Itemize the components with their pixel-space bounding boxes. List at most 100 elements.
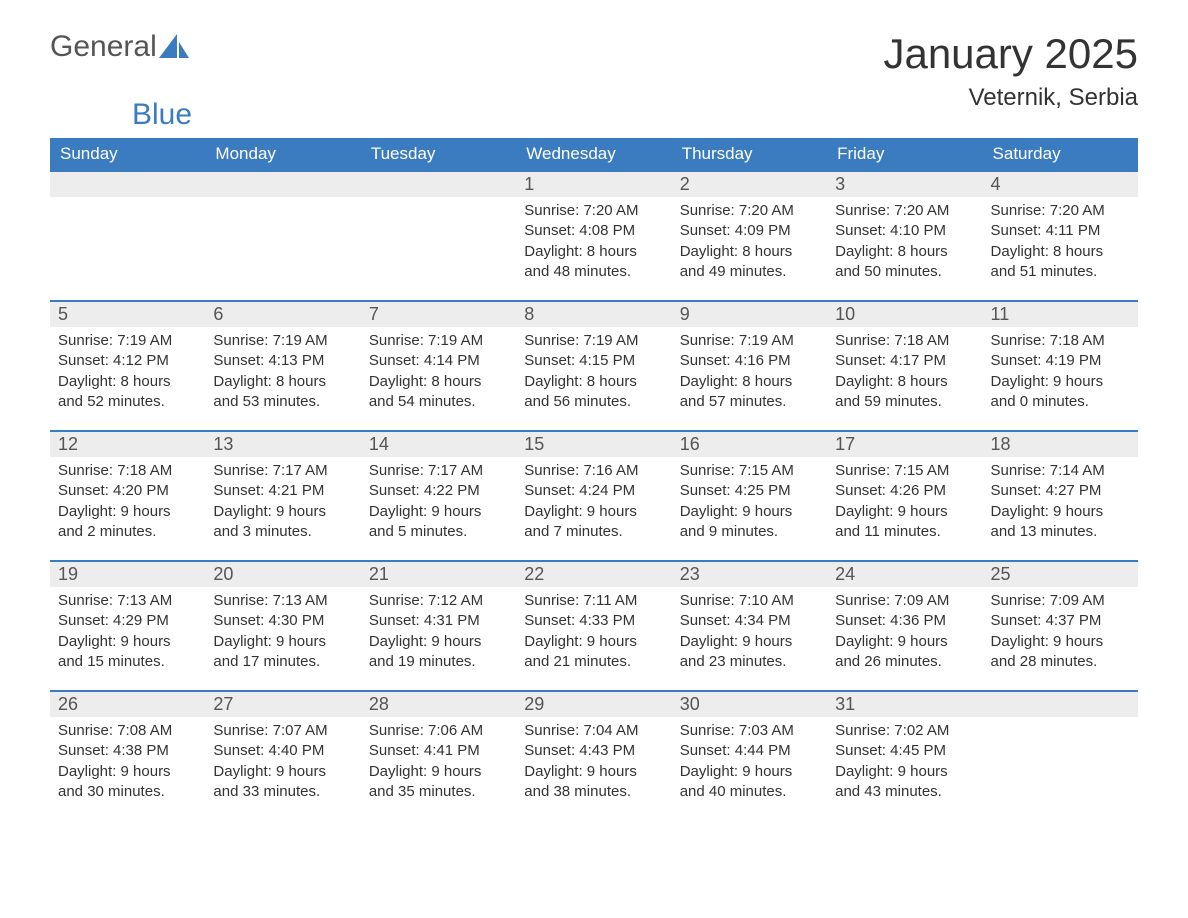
sunset-text: Sunset: 4:25 PM	[680, 481, 819, 501]
sunset-text: Sunset: 4:11 PM	[991, 221, 1130, 241]
calendar-day-cell: 7Sunrise: 7:19 AMSunset: 4:14 PMDaylight…	[361, 301, 516, 431]
calendar-week-row: 12Sunrise: 7:18 AMSunset: 4:20 PMDayligh…	[50, 431, 1138, 561]
calendar-day-cell: 23Sunrise: 7:10 AMSunset: 4:34 PMDayligh…	[672, 561, 827, 691]
calendar-day-cell: 19Sunrise: 7:13 AMSunset: 4:29 PMDayligh…	[50, 561, 205, 691]
sunset-text: Sunset: 4:12 PM	[58, 351, 197, 371]
daylight-text: Daylight: 8 hours and 59 minutes.	[835, 372, 974, 413]
day-header: Monday	[205, 138, 360, 171]
day-data: Sunrise: 7:20 AMSunset: 4:10 PMDaylight:…	[827, 197, 982, 286]
day-number: 18	[983, 432, 1138, 457]
day-header: Tuesday	[361, 138, 516, 171]
sunrise-text: Sunrise: 7:15 AM	[835, 461, 974, 481]
daylight-text: Daylight: 9 hours and 15 minutes.	[58, 632, 197, 673]
day-number: 9	[672, 302, 827, 327]
daylight-text: Daylight: 8 hours and 53 minutes.	[213, 372, 352, 413]
day-number: 16	[672, 432, 827, 457]
day-data: Sunrise: 7:17 AMSunset: 4:22 PMDaylight:…	[361, 457, 516, 546]
calendar-day-cell: 22Sunrise: 7:11 AMSunset: 4:33 PMDayligh…	[516, 561, 671, 691]
day-number: 24	[827, 562, 982, 587]
day-header: Saturday	[983, 138, 1138, 171]
day-number	[361, 172, 516, 197]
day-data: Sunrise: 7:16 AMSunset: 4:24 PMDaylight:…	[516, 457, 671, 546]
day-number: 15	[516, 432, 671, 457]
sunrise-text: Sunrise: 7:19 AM	[58, 331, 197, 351]
sunset-text: Sunset: 4:15 PM	[524, 351, 663, 371]
calendar-day-cell: 31Sunrise: 7:02 AMSunset: 4:45 PMDayligh…	[827, 691, 982, 821]
day-data: Sunrise: 7:19 AMSunset: 4:12 PMDaylight:…	[50, 327, 205, 416]
day-number	[205, 172, 360, 197]
sunrise-text: Sunrise: 7:10 AM	[680, 591, 819, 611]
sunrise-text: Sunrise: 7:08 AM	[58, 721, 197, 741]
calendar-day-cell	[205, 171, 360, 301]
sunrise-text: Sunrise: 7:20 AM	[524, 201, 663, 221]
calendar-header-row: SundayMondayTuesdayWednesdayThursdayFrid…	[50, 138, 1138, 171]
day-number: 14	[361, 432, 516, 457]
sunrise-text: Sunrise: 7:14 AM	[991, 461, 1130, 481]
daylight-text: Daylight: 9 hours and 17 minutes.	[213, 632, 352, 673]
day-data: Sunrise: 7:07 AMSunset: 4:40 PMDaylight:…	[205, 717, 360, 806]
calendar-day-cell: 8Sunrise: 7:19 AMSunset: 4:15 PMDaylight…	[516, 301, 671, 431]
day-data: Sunrise: 7:03 AMSunset: 4:44 PMDaylight:…	[672, 717, 827, 806]
day-data: Sunrise: 7:15 AMSunset: 4:26 PMDaylight:…	[827, 457, 982, 546]
sunrise-text: Sunrise: 7:13 AM	[213, 591, 352, 611]
sunset-text: Sunset: 4:27 PM	[991, 481, 1130, 501]
daylight-text: Daylight: 9 hours and 2 minutes.	[58, 502, 197, 543]
day-number	[983, 692, 1138, 717]
day-number: 30	[672, 692, 827, 717]
day-number: 19	[50, 562, 205, 587]
daylight-text: Daylight: 9 hours and 0 minutes.	[991, 372, 1130, 413]
day-data: Sunrise: 7:02 AMSunset: 4:45 PMDaylight:…	[827, 717, 982, 806]
sunset-text: Sunset: 4:09 PM	[680, 221, 819, 241]
daylight-text: Daylight: 9 hours and 7 minutes.	[524, 502, 663, 543]
sunrise-text: Sunrise: 7:20 AM	[835, 201, 974, 221]
calendar-day-cell	[361, 171, 516, 301]
day-data: Sunrise: 7:14 AMSunset: 4:27 PMDaylight:…	[983, 457, 1138, 546]
sunset-text: Sunset: 4:19 PM	[991, 351, 1130, 371]
sunset-text: Sunset: 4:30 PM	[213, 611, 352, 631]
sunset-text: Sunset: 4:34 PM	[680, 611, 819, 631]
day-data: Sunrise: 7:20 AMSunset: 4:11 PMDaylight:…	[983, 197, 1138, 286]
sunrise-text: Sunrise: 7:03 AM	[680, 721, 819, 741]
daylight-text: Daylight: 8 hours and 51 minutes.	[991, 242, 1130, 283]
day-data: Sunrise: 7:04 AMSunset: 4:43 PMDaylight:…	[516, 717, 671, 806]
day-data: Sunrise: 7:12 AMSunset: 4:31 PMDaylight:…	[361, 587, 516, 676]
calendar-day-cell: 2Sunrise: 7:20 AMSunset: 4:09 PMDaylight…	[672, 171, 827, 301]
sunset-text: Sunset: 4:21 PM	[213, 481, 352, 501]
sunrise-text: Sunrise: 7:13 AM	[58, 591, 197, 611]
sunrise-text: Sunrise: 7:04 AM	[524, 721, 663, 741]
calendar-day-cell: 20Sunrise: 7:13 AMSunset: 4:30 PMDayligh…	[205, 561, 360, 691]
sunrise-text: Sunrise: 7:20 AM	[991, 201, 1130, 221]
sunset-text: Sunset: 4:14 PM	[369, 351, 508, 371]
day-data: Sunrise: 7:11 AMSunset: 4:33 PMDaylight:…	[516, 587, 671, 676]
sunset-text: Sunset: 4:08 PM	[524, 221, 663, 241]
sunset-text: Sunset: 4:22 PM	[369, 481, 508, 501]
daylight-text: Daylight: 9 hours and 33 minutes.	[213, 762, 352, 803]
day-data: Sunrise: 7:18 AMSunset: 4:17 PMDaylight:…	[827, 327, 982, 416]
calendar-day-cell: 1Sunrise: 7:20 AMSunset: 4:08 PMDaylight…	[516, 171, 671, 301]
sunrise-text: Sunrise: 7:09 AM	[835, 591, 974, 611]
logo: General	[50, 30, 189, 64]
daylight-text: Daylight: 8 hours and 52 minutes.	[58, 372, 197, 413]
daylight-text: Daylight: 8 hours and 57 minutes.	[680, 372, 819, 413]
day-number: 31	[827, 692, 982, 717]
daylight-text: Daylight: 9 hours and 19 minutes.	[369, 632, 508, 673]
day-data: Sunrise: 7:15 AMSunset: 4:25 PMDaylight:…	[672, 457, 827, 546]
calendar-week-row: 1Sunrise: 7:20 AMSunset: 4:08 PMDaylight…	[50, 171, 1138, 301]
calendar-day-cell: 4Sunrise: 7:20 AMSunset: 4:11 PMDaylight…	[983, 171, 1138, 301]
day-number: 7	[361, 302, 516, 327]
sunset-text: Sunset: 4:45 PM	[835, 741, 974, 761]
daylight-text: Daylight: 9 hours and 28 minutes.	[991, 632, 1130, 673]
day-data: Sunrise: 7:09 AMSunset: 4:37 PMDaylight:…	[983, 587, 1138, 676]
calendar-day-cell: 13Sunrise: 7:17 AMSunset: 4:21 PMDayligh…	[205, 431, 360, 561]
daylight-text: Daylight: 8 hours and 50 minutes.	[835, 242, 974, 283]
calendar-day-cell: 27Sunrise: 7:07 AMSunset: 4:40 PMDayligh…	[205, 691, 360, 821]
sunrise-text: Sunrise: 7:12 AM	[369, 591, 508, 611]
sunrise-text: Sunrise: 7:19 AM	[524, 331, 663, 351]
day-number: 21	[361, 562, 516, 587]
day-data: Sunrise: 7:09 AMSunset: 4:36 PMDaylight:…	[827, 587, 982, 676]
day-data: Sunrise: 7:19 AMSunset: 4:16 PMDaylight:…	[672, 327, 827, 416]
sunset-text: Sunset: 4:43 PM	[524, 741, 663, 761]
daylight-text: Daylight: 9 hours and 9 minutes.	[680, 502, 819, 543]
sunset-text: Sunset: 4:13 PM	[213, 351, 352, 371]
day-number: 22	[516, 562, 671, 587]
